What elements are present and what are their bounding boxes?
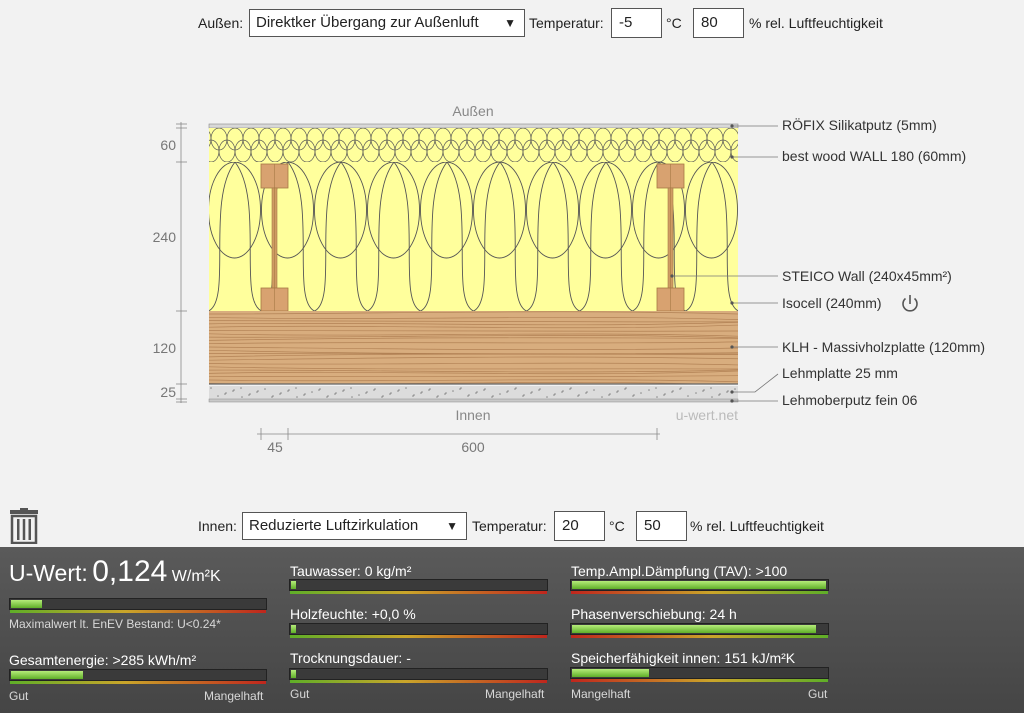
dropdown-arrow-icon: ▼ xyxy=(446,519,458,533)
u-value-display: U-Wert: 0,124 W/m²K xyxy=(9,555,221,589)
layer-label-lehmplatte[interactable]: Lehmplatte 25 mm xyxy=(782,365,898,381)
phasenverschiebung-bar xyxy=(570,623,829,638)
wall-cross-section-diagram: Außen Innen u-wert.net 60 240 xyxy=(153,103,985,455)
trocknungsdauer-bar xyxy=(289,668,548,683)
outside-transition-select[interactable]: Direktker Übergang zur Außenluft ▼ xyxy=(249,9,525,37)
outside-label: Außen: xyxy=(198,15,244,31)
trash-icon[interactable] xyxy=(9,508,39,544)
outside-temp-unit: °C xyxy=(666,15,682,31)
scale-bad-label: Mangelhaft xyxy=(485,687,545,701)
diagram-inside-label: Innen xyxy=(455,407,490,423)
layer-isocell[interactable] xyxy=(209,162,738,311)
speicherfaehigkeit-bar xyxy=(570,667,829,682)
inside-humidity-unit: % rel. Luftfeuchtigkeit xyxy=(690,518,824,534)
dim-left-25: 25 xyxy=(160,384,176,400)
layer-label-silikatputz[interactable]: RÖFIX Silikatputz (5mm) xyxy=(782,116,937,133)
gesamtenergie-label: Gesamtenergie: >285 kWh/m² xyxy=(9,652,197,668)
gesamtenergie-bar xyxy=(9,669,267,684)
inside-temp-unit: °C xyxy=(609,518,625,534)
phasenverschiebung-label: Phasenverschiebung: 24 h xyxy=(571,606,737,622)
bottom-dimension-line xyxy=(257,428,660,440)
holzfeuchte-bar xyxy=(289,623,548,638)
watermark: u-wert.net xyxy=(676,407,738,423)
holzfeuchte-label: Holzfeuchte: +0,0 % xyxy=(290,606,416,622)
dim-bottom-600: 600 xyxy=(461,439,485,455)
layer-lehmoberputz[interactable] xyxy=(208,398,739,403)
layer-label-isocell[interactable]: Isocell (240mm) xyxy=(782,295,882,311)
dim-left-120: 120 xyxy=(153,340,177,356)
scale-good-label: Gut xyxy=(808,687,828,701)
trocknungsdauer-label: Trocknungsdauer: - xyxy=(290,650,411,666)
power-toggle-icon[interactable] xyxy=(902,295,918,312)
dropdown-arrow-icon: ▼ xyxy=(504,16,516,30)
layer-lehmplatte[interactable] xyxy=(209,386,738,399)
scale-bad-label: Mangelhaft xyxy=(204,689,264,703)
insulation-pattern xyxy=(209,162,738,311)
inside-temp-label: Temperatur: xyxy=(472,518,547,534)
layer-label-fibreboard[interactable]: best wood WALL 180 (60mm) xyxy=(782,148,966,164)
results-panel: U-Wert: 0,124 W/m²K Maximalwert lt. EnEV… xyxy=(0,547,1024,713)
tav-label: Temp.Ampl.Dämpfung (TAV): >100 xyxy=(571,563,788,579)
diagram-outside-label: Außen xyxy=(452,103,493,119)
u-value-number: 0,124 xyxy=(92,555,168,588)
scale-bad-label: Mangelhaft xyxy=(571,687,631,701)
tav-bar xyxy=(570,579,829,594)
inside-label: Innen: xyxy=(198,518,237,534)
layer-silikatputz[interactable] xyxy=(208,123,739,129)
inside-temperature-input[interactable]: 20 xyxy=(554,511,605,541)
tauwasser-bar xyxy=(289,579,548,594)
layer-leader-lines xyxy=(672,125,779,402)
outside-temp-label: Temperatur: xyxy=(529,15,604,31)
speicherfaehigkeit-label: Speicherfähigkeit innen: 151 kJ/m²K xyxy=(571,650,796,666)
dim-bottom-45: 45 xyxy=(267,439,283,455)
left-dimension-line xyxy=(176,122,187,403)
outside-humidity-unit: % rel. Luftfeuchtigkeit xyxy=(749,15,883,31)
outside-temperature-input[interactable]: -5 xyxy=(611,8,662,38)
enev-note: Maximalwert lt. EnEV Bestand: U<0.24* xyxy=(9,617,221,631)
scale-good-label: Gut xyxy=(9,689,29,703)
u-value-label: U-Wert: xyxy=(9,560,88,586)
u-value-bar xyxy=(9,598,267,613)
scale-good-label: Gut xyxy=(290,687,310,701)
fibreboard-pattern xyxy=(209,128,738,162)
layer-steico-studs[interactable] xyxy=(260,163,685,312)
outside-humidity-input[interactable]: 80 xyxy=(693,8,744,38)
u-value-unit: W/m²K xyxy=(171,568,221,585)
inside-select-value: Reduzierte Luftzirkulation xyxy=(249,517,419,534)
tauwasser-label: Tauwasser: 0 kg/m² xyxy=(290,563,412,579)
inside-settings: Innen: Reduzierte Luftzirkulation ▼ Temp… xyxy=(0,511,1024,541)
inside-humidity-input[interactable]: 50 xyxy=(636,511,687,541)
outside-settings: Außen: Direktker Übergang zur Außenluft … xyxy=(0,8,1024,38)
layer-label-klh[interactable]: KLH - Massivholzplatte (120mm) xyxy=(782,339,985,355)
inside-air-select[interactable]: Reduzierte Luftzirkulation ▼ xyxy=(242,512,467,540)
clay-pattern xyxy=(210,387,736,398)
outside-select-value: Direktker Übergang zur Außenluft xyxy=(256,14,479,31)
layer-label-lehmoberputz[interactable]: Lehmoberputz fein 06 xyxy=(782,392,918,408)
layer-label-steico[interactable]: STEICO Wall (240x45mm²) xyxy=(782,268,952,284)
dim-left-240: 240 xyxy=(153,229,177,245)
dim-left-60: 60 xyxy=(160,137,176,153)
